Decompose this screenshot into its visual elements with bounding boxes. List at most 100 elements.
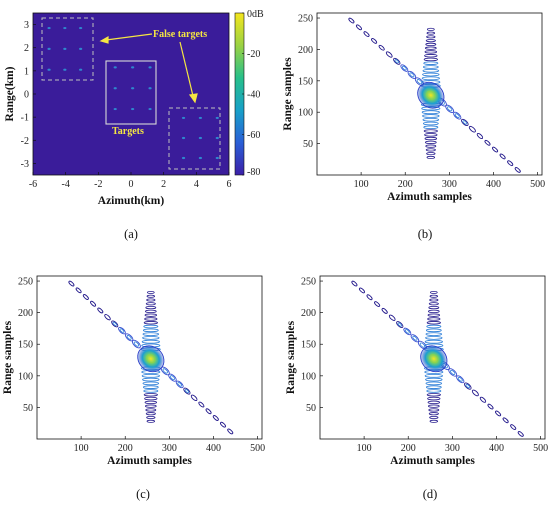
sidelobe-contour: [104, 314, 111, 321]
sidelobe-contour: [381, 308, 388, 314]
sidelobe-contour: [97, 307, 104, 314]
x-tick-label: 400: [489, 443, 504, 454]
range-sidelobe-contour: [428, 305, 440, 310]
range-sidelobe-contour: [423, 125, 439, 130]
range-sidelobe-contour: [144, 317, 158, 321]
range-sidelobe-contour: [142, 336, 160, 340]
scatterer-dot: [113, 87, 117, 90]
sidelobe-contour: [374, 301, 381, 307]
range-sidelobe-contour: [145, 302, 156, 306]
range-sidelobe-contour: [425, 377, 443, 382]
sidelobe-contour-inner: [112, 321, 117, 326]
y-tick-label: 50: [303, 139, 313, 150]
range-sidelobe-contour: [429, 298, 439, 302]
scatterer-dot: [148, 107, 152, 111]
range-sidelobe-contour: [424, 50, 438, 54]
range-sidelobe-contour: [426, 27, 435, 31]
scatterer-dot: [113, 66, 117, 69]
sidelobe-contour-inner: [401, 65, 407, 71]
y-axis-label: Range samples: [282, 57, 294, 131]
range-sidelobe-contour: [425, 332, 443, 336]
scatterer-dot: [215, 116, 219, 120]
scatterer-dot: [47, 68, 51, 71]
x-tick-label: 6: [227, 179, 232, 190]
scatterer-dot: [215, 136, 219, 140]
colorbar-tick-label: 0dB: [247, 9, 264, 20]
range-sidelobe-contour: [144, 396, 158, 401]
x-tick-label: 100: [357, 443, 372, 454]
sidelobe-contour: [499, 153, 506, 160]
range-sidelobe-contour: [425, 148, 436, 152]
x-tick-label: 400: [486, 179, 501, 190]
sidelobe-contour-inner: [409, 72, 415, 78]
scatterer-dot: [148, 87, 152, 90]
x-tick-label: 300: [442, 179, 457, 190]
range-sidelobe-contour: [144, 404, 157, 408]
sidelobe-contour-inner: [462, 120, 468, 125]
sidelobe-contour: [75, 287, 82, 294]
sidelobe-contour-inner: [447, 106, 453, 112]
range-sidelobe-contour: [146, 290, 155, 294]
range-sidelobe-contour: [422, 121, 439, 126]
range-sidelobe-contour: [425, 328, 442, 333]
range-sidelobe-contour: [428, 412, 439, 416]
range-sidelobe-contour: [424, 136, 438, 141]
sidelobe-contour-inner: [397, 322, 402, 327]
scatterer-dot: [113, 107, 117, 111]
x-tick-label: 400: [206, 443, 221, 454]
sidelobe-contour: [476, 133, 484, 140]
scatterer-dot: [79, 26, 83, 30]
sidelobe-contour: [468, 125, 476, 133]
sidelobe-contour-inner: [419, 342, 426, 348]
sidelobe-contour: [212, 415, 219, 421]
scatterer-dot: [181, 156, 186, 160]
range-sidelobe-contour: [142, 328, 159, 333]
sidelobe-contour: [363, 31, 370, 37]
main-lobe-contour-inner: [429, 354, 439, 364]
panel-c: 100 200 300 400 500 50 100 150 200 250 Azimuth sam…: [2, 275, 265, 467]
sidelobe-contour-inner: [457, 376, 463, 382]
panel-b: 100 200 300 400 500 50 100 150 200 250 Azimuth sam…: [282, 12, 545, 203]
y-tick-label: 250: [18, 277, 33, 288]
x-axis-label: Azimuth samples: [387, 191, 472, 203]
range-sidelobe-contour: [142, 332, 160, 336]
range-sidelobe-contour: [145, 305, 157, 310]
sidelobe-contour-inner: [177, 382, 183, 387]
sidelobe-contour-inner: [450, 369, 456, 375]
main-lobe-outline: [137, 345, 165, 373]
y-tick-label: 2: [24, 43, 29, 54]
panel-d-caption: (d): [423, 487, 438, 501]
sidelobe-contour: [205, 408, 212, 415]
colorbar-tick-label: -60: [247, 130, 260, 141]
sidelobe-contour: [445, 104, 455, 114]
y-tick-label: 100: [301, 371, 316, 382]
range-sidelobe-contour: [429, 415, 439, 420]
range-sidelobe-contour: [425, 42, 437, 46]
x-tick-label: 300: [445, 443, 460, 454]
range-sidelobe-contour: [426, 324, 442, 329]
colorbar-tick-label: -80: [247, 167, 260, 178]
x-tick-label: 0: [129, 179, 134, 190]
panel-a-x-ticks: -6 -4 -2 0 2 4 6: [29, 172, 232, 190]
x-tick-label: 100: [74, 443, 89, 454]
sidelobe-contour: [175, 380, 184, 389]
range-sidelobe-contour: [141, 339, 160, 344]
y-tick-label: -1: [21, 113, 29, 124]
y-tick-label: -3: [21, 159, 29, 170]
scatterer-dot: [47, 26, 51, 30]
sidelobe-contour: [502, 417, 509, 424]
range-sidelobe-contour: [427, 396, 441, 401]
range-sidelobe-contour: [425, 336, 443, 340]
range-sidelobe-contour: [422, 72, 440, 77]
main-lobe-outline: [417, 81, 445, 109]
sidelobe-contour: [510, 424, 517, 430]
y-axis-label: Range samples: [2, 320, 14, 394]
y-tick-label: 1: [24, 66, 29, 77]
range-sidelobe-contour: [429, 290, 438, 294]
annotation-targets: Targets: [112, 126, 144, 137]
sidelobe-contour: [396, 321, 404, 329]
panel-b-caption: (b): [418, 227, 433, 241]
sidelobe-contour-inner: [412, 335, 418, 341]
y-axis-label: Range samples: [285, 320, 297, 394]
